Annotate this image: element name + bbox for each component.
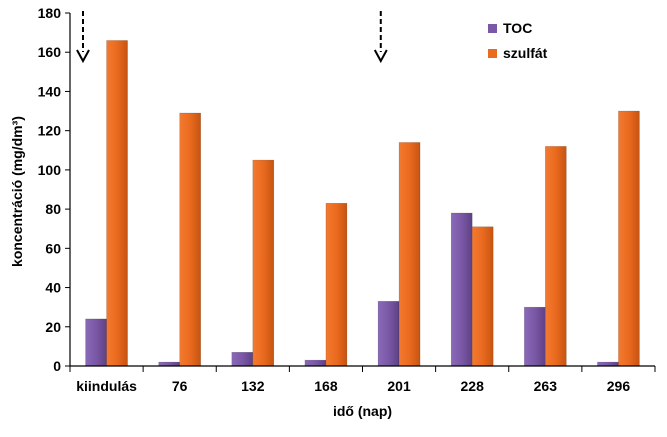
x-tick-label: 228 [461, 378, 485, 394]
legend-swatch [488, 49, 497, 58]
bar-toc [524, 306, 546, 367]
dashed-arrow-icon [373, 11, 388, 64]
y-tick-label: 160 [38, 44, 62, 60]
legend-label: TOC [503, 20, 532, 36]
bar-szulfat [179, 112, 201, 367]
bar-toc [304, 359, 327, 367]
y-axis-ticks: 0 20 40 60 80 100 120 140 160 180 [38, 5, 70, 374]
x-axis-title: idő (nap) [333, 403, 392, 419]
x-axis-ticks: kiindulás 76 132 168 201 228 263 296 [69, 366, 656, 394]
bar-szulfat [545, 146, 567, 367]
y-tick-label: 120 [38, 123, 62, 139]
axes [69, 13, 655, 367]
bar-szulfat [325, 202, 348, 367]
legend: TOC szulfát [488, 20, 548, 61]
bar-szulfat [618, 110, 640, 367]
y-tick-label: 0 [53, 358, 61, 374]
y-tick-label: 20 [45, 319, 61, 335]
y-axis-title: koncentráció (mg/dm³) [9, 116, 25, 267]
x-tick-label: 296 [607, 378, 631, 394]
bars [85, 40, 640, 367]
bar-szulfat [106, 40, 128, 367]
x-tick-label: 132 [241, 378, 265, 394]
y-tick-label: 140 [38, 83, 62, 99]
y-tick-label: 180 [38, 5, 62, 21]
bar-toc [231, 352, 254, 367]
bar-toc [377, 301, 400, 367]
x-tick-label: 263 [534, 378, 558, 394]
y-tick-label: 60 [45, 240, 61, 256]
bar-szulfat [252, 159, 275, 367]
x-tick-label: 201 [387, 378, 411, 394]
bar-toc [450, 212, 473, 367]
bar-szulfat [398, 142, 421, 367]
dashed-arrow-icon [76, 11, 90, 64]
y-tick-label: 40 [45, 280, 61, 296]
annotations [76, 11, 388, 64]
legend-label: szulfát [503, 45, 548, 61]
y-tick-label: 100 [38, 162, 62, 178]
x-tick-label: 76 [172, 378, 188, 394]
bar-toc [85, 318, 107, 367]
x-tick-label: kiindulás [76, 378, 137, 394]
bar-szulfat [471, 226, 494, 367]
x-tick-label: 168 [314, 378, 338, 394]
legend-swatch [488, 24, 497, 33]
y-tick-label: 80 [45, 201, 61, 217]
